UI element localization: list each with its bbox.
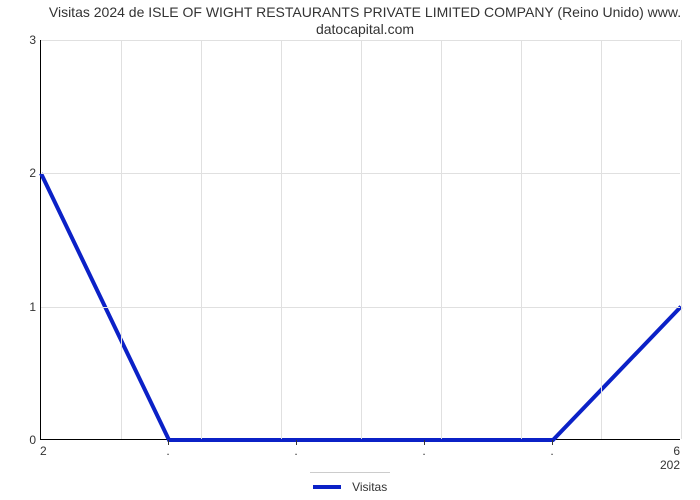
y-tick-label: 0 [6, 433, 36, 447]
x-tick-mark [424, 440, 425, 445]
chart-title: Visitas 2024 de ISLE OF WIGHT RESTAURANT… [40, 4, 690, 38]
gridline-vertical [441, 40, 442, 439]
gridline-vertical [361, 40, 362, 439]
title-line-2: datocapital.com [316, 21, 414, 37]
x-tick-mark [552, 440, 553, 445]
x-tick-label: 6 [673, 444, 680, 458]
x-tick-label: . [550, 444, 553, 458]
y-tick-label: 3 [6, 33, 36, 47]
title-line-1: Visitas 2024 de ISLE OF WIGHT RESTAURANT… [49, 4, 681, 20]
legend-swatch [313, 485, 341, 489]
gridline-vertical [281, 40, 282, 439]
x-tick-label: . [166, 444, 169, 458]
gridline-vertical [681, 40, 682, 439]
legend-label: Visitas [352, 480, 387, 494]
plot-area [40, 40, 680, 440]
y-tick-label: 2 [6, 166, 36, 180]
gridline-vertical [601, 40, 602, 439]
x-tick-label: . [294, 444, 297, 458]
x-tick-label: 2 [40, 444, 47, 458]
x-tick-mark [296, 440, 297, 445]
y-tick-label: 1 [6, 300, 36, 314]
legend: Visitas [0, 472, 700, 494]
x-tick-label: . [422, 444, 425, 458]
legend-divider [310, 472, 390, 473]
gridline-vertical [201, 40, 202, 439]
gridline-vertical [521, 40, 522, 439]
chart-container: Visitas 2024 de ISLE OF WIGHT RESTAURANT… [0, 0, 700, 500]
x-sub-label: 202 [660, 458, 680, 472]
x-tick-mark [168, 440, 169, 445]
gridline-vertical [121, 40, 122, 439]
